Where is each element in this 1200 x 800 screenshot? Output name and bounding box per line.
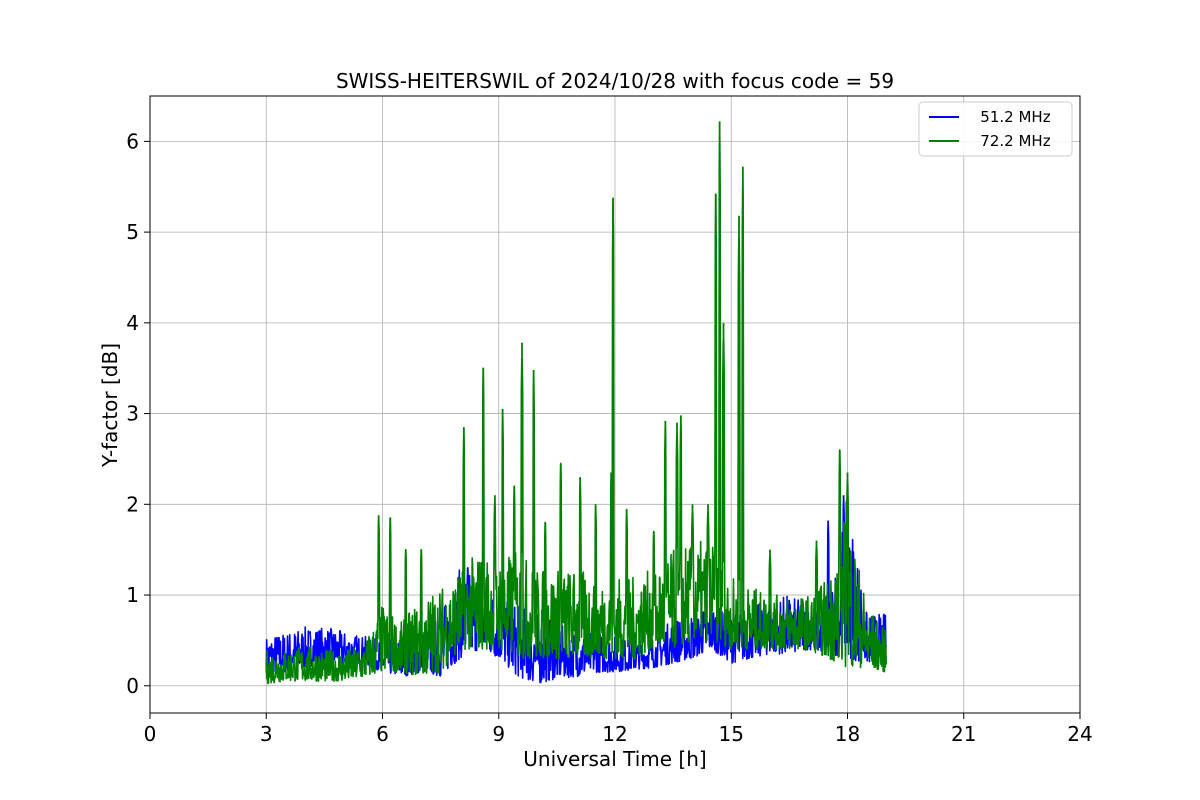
x-tick-label: 24 (1067, 722, 1092, 746)
series-layer (265, 121, 888, 685)
y-axis-title: Y-factor [dB] (98, 343, 122, 468)
y-tick-label: 0 (126, 674, 139, 698)
x-tick-label: 21 (951, 722, 976, 746)
y-tick-label: 5 (126, 220, 139, 244)
series-line-1 (265, 134, 888, 685)
chart-title: SWISS-HEITERSWIL of 2024/10/28 with focu… (336, 69, 894, 93)
x-tick-label: 15 (719, 722, 744, 746)
x-tick-label: 6 (376, 722, 389, 746)
y-tick-label: 3 (126, 402, 139, 426)
x-tick-label: 3 (260, 722, 273, 746)
x-tick-label: 9 (492, 722, 505, 746)
y-tick-label: 4 (126, 311, 139, 335)
x-axis-title: Universal Time [h] (523, 747, 706, 771)
x-tick-label: 0 (144, 722, 157, 746)
x-tick-label: 18 (835, 722, 860, 746)
y-tick-label: 1 (126, 583, 139, 607)
legend-label-72mhz: 72.2 MHz (966, 132, 1051, 150)
x-tick-label: 12 (602, 722, 627, 746)
legend: 51.2 MHz 72.2 MHz (918, 101, 1073, 157)
y-tick-label: 6 (126, 129, 139, 153)
y-tick-label: 2 (126, 492, 139, 516)
legend-label-51mhz: 51.2 MHz (966, 108, 1051, 126)
legend-box (918, 101, 1073, 157)
